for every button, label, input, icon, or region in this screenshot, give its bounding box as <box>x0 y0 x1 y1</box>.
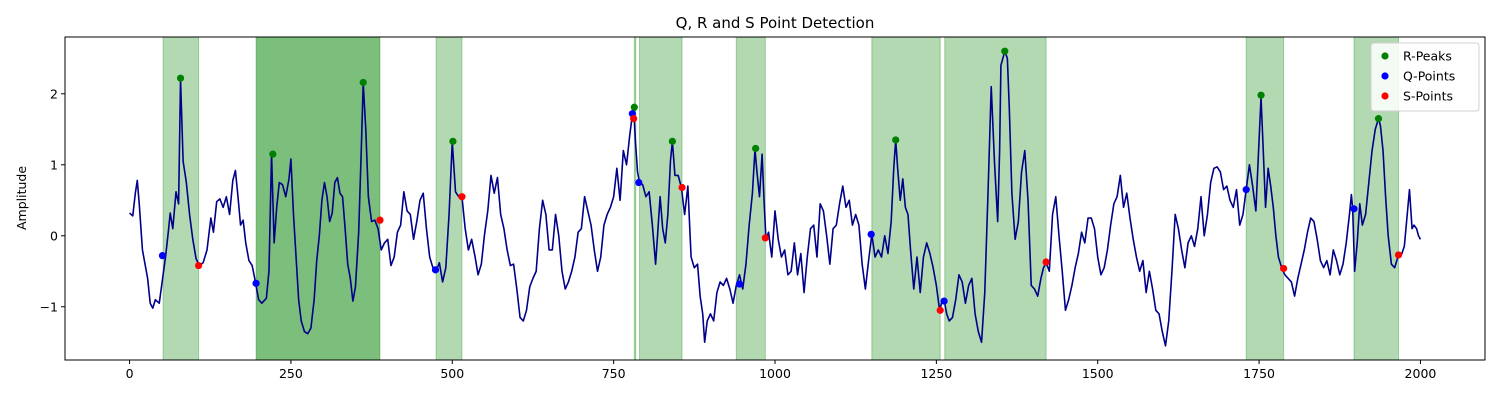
legend-q-points-label: Q-Points <box>1403 69 1455 84</box>
r-peaks-marker-7 <box>892 136 900 144</box>
r-peaks-marker-9 <box>1257 91 1265 99</box>
x-tick-label-0: 0 <box>126 366 134 381</box>
x-tick-label-3: 750 <box>602 366 626 381</box>
y-tick-label-1: 0 <box>50 228 58 243</box>
q-points-marker-0 <box>158 252 167 260</box>
signal-line <box>129 50 1422 347</box>
s-points-marker-2 <box>458 193 466 201</box>
s-points-marker-6 <box>936 306 944 314</box>
highlight-span-7 <box>944 36 1047 361</box>
r-peaks-marker-5 <box>668 137 676 145</box>
r-peaks-marker-10 <box>1374 115 1383 123</box>
q-points-marker-9 <box>1350 205 1358 213</box>
y-tick-label-2: 1 <box>50 157 58 172</box>
x-tick-label-8: 2000 <box>1405 366 1437 381</box>
s-points-marker-8 <box>1280 264 1288 273</box>
s-points-marker-5 <box>761 234 769 242</box>
legend: R-Peaks Q-Points S-Points <box>1370 42 1480 112</box>
r-peaks-marker-6 <box>752 144 760 153</box>
r-peaks-marker-4 <box>630 103 638 111</box>
x-tick-label-2: 500 <box>440 366 464 381</box>
s-points-marker-1 <box>376 216 384 224</box>
q-points-marker-7 <box>940 297 948 305</box>
s-points-marker-3 <box>630 115 638 123</box>
legend-q-points-swatch <box>1381 72 1389 80</box>
legend-r-peaks-label: R-Peaks <box>1403 49 1452 64</box>
r-peaks-marker-8 <box>1001 47 1009 55</box>
highlight-span-3 <box>633 36 637 361</box>
highlight-span-5 <box>735 36 766 361</box>
chart-title: Q, R and S Point Detection <box>676 14 875 32</box>
r-peaks-marker-0 <box>176 74 185 82</box>
q-points-marker-5 <box>735 280 744 288</box>
x-tick-label-7: 1750 <box>1243 366 1275 381</box>
s-points-marker-0 <box>195 261 203 270</box>
r-peaks-marker-2 <box>359 78 367 87</box>
y-tick-label-3: 2 <box>50 86 58 101</box>
q-points-marker-1 <box>252 279 260 287</box>
s-points-marker-7 <box>1042 258 1050 266</box>
q-points-marker-6 <box>867 230 875 238</box>
s-points-marker-4 <box>678 183 686 192</box>
q-points-marker-4 <box>635 178 643 187</box>
highlight-span-6 <box>871 36 941 361</box>
legend-box <box>1370 42 1480 112</box>
x-tick-label-5: 1250 <box>920 366 952 381</box>
legend-s-points-swatch <box>1381 92 1389 100</box>
q-points-marker-2 <box>431 266 440 274</box>
y-axis-label: Amplitude <box>14 166 29 230</box>
legend-s-points-label: S-Points <box>1403 89 1453 104</box>
x-tick-label-1: 250 <box>279 366 303 381</box>
legend-r-peaks-swatch <box>1381 52 1389 60</box>
plot-area: 0 250 500 750 1000 1250 1500 1750 2000 −1 0 1 2 <box>40 36 1486 381</box>
x-tick-label-4: 1000 <box>759 366 791 381</box>
r-peaks-marker-3 <box>449 137 457 145</box>
x-tick-label-6: 1500 <box>1082 366 1114 381</box>
q-points-marker-8 <box>1242 186 1250 194</box>
s-points-marker-9 <box>1394 251 1403 259</box>
r-peaks-marker-1 <box>269 150 277 158</box>
y-tick-label-0: −1 <box>40 299 58 314</box>
